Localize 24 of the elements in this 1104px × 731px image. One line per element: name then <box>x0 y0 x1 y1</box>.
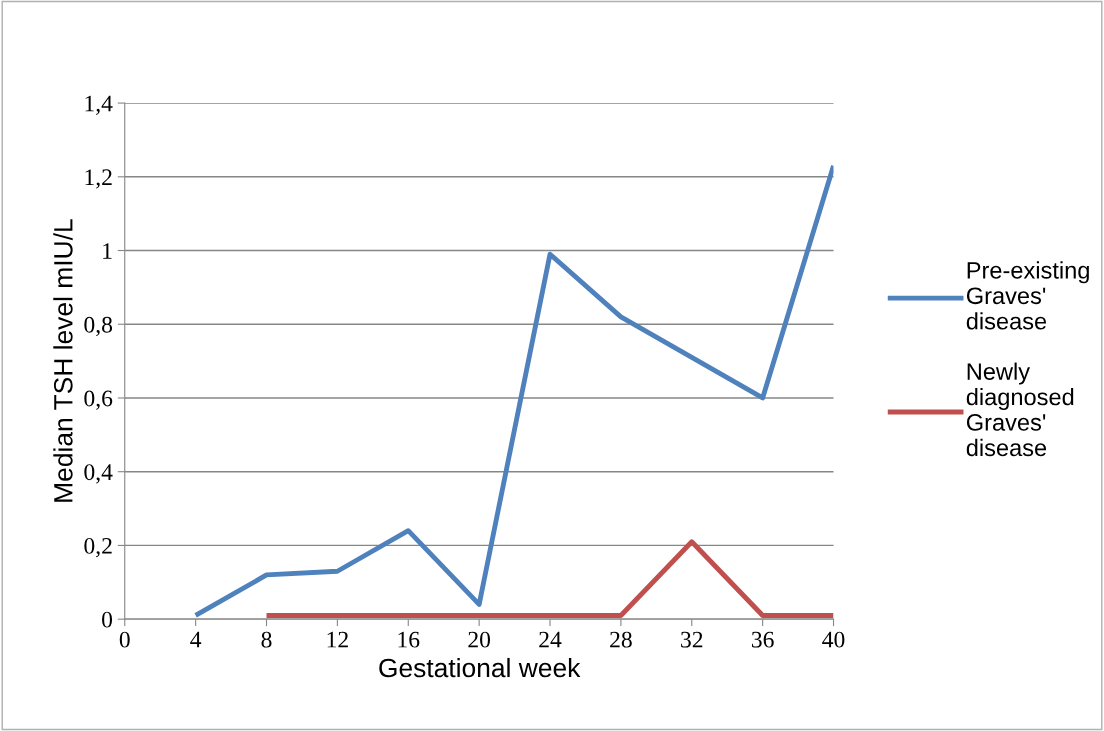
x-tick-label: 32 <box>681 631 703 648</box>
x-tick-label: 28 <box>610 631 632 648</box>
y-tick-label: 0 <box>102 611 113 628</box>
legend-label: Newly diagnosed Graves' disease <box>966 362 1074 457</box>
x-axis-title: Gestational week <box>379 657 581 678</box>
y-axis-title: Median TSH level mIU/L <box>53 219 73 502</box>
y-tick-label: 1,2 <box>85 169 112 189</box>
x-tick-label: 24 <box>539 631 562 648</box>
y-tick-label: 0,6 <box>84 390 113 410</box>
line-series <box>193 163 834 618</box>
y-tick-label: 0,8 <box>84 316 113 337</box>
x-tick-label: 40 <box>822 631 845 648</box>
x-tick-label: 0 <box>119 631 130 648</box>
x-tick-label: 36 <box>751 631 774 648</box>
x-tick-label: 16 <box>398 631 420 648</box>
y-tick-label: 1,4 <box>85 95 113 115</box>
y-tick-label: 1 <box>103 243 112 259</box>
x-tick-label: 20 <box>468 631 491 648</box>
x-tick-label: 8 <box>261 631 272 648</box>
legend-label: Pre-existing Graves' disease <box>966 261 1089 330</box>
y-tick-label: 0,2 <box>84 537 112 558</box>
x-tick-label: 4 <box>190 631 202 648</box>
y-tick-label: 0,4 <box>84 464 113 484</box>
x-tick-label: 12 <box>327 631 348 648</box>
